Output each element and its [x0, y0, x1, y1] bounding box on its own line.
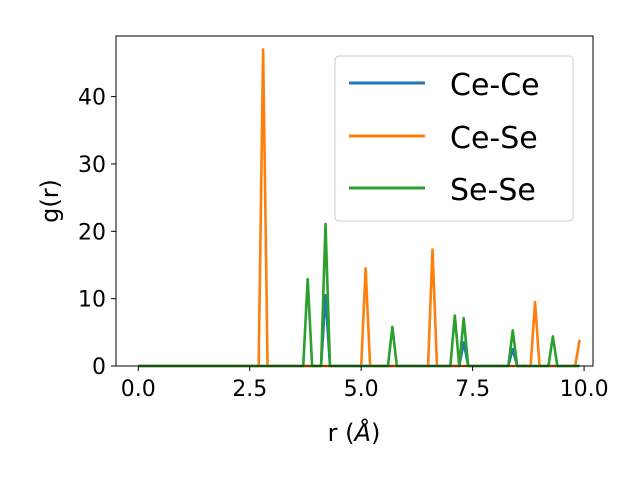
- y-axis-ticks: 0 10 20 30 40: [78, 86, 116, 380]
- series-line-se-se: [138, 222, 580, 368]
- plot-frame: [115, 35, 594, 367]
- y-tick-label: 40: [78, 86, 106, 111]
- y-tick-label: 30: [78, 153, 106, 178]
- series-line-ce-ce: [138, 293, 580, 368]
- x-axis-ticks: 0.0 2.5 5.0 7.5 10.0: [121, 366, 609, 402]
- legend-label-ce-ce: Ce-Ce: [450, 68, 540, 103]
- y-tick-label: 20: [78, 220, 106, 245]
- x-axis-label-main: r (: [328, 419, 355, 447]
- legend-box: [334, 55, 574, 222]
- x-tick-label: 2.5: [232, 377, 267, 402]
- legend-label-se-se: Se-Se: [450, 173, 536, 208]
- legend: Ce-Ce Ce-Se Se-Se: [334, 55, 574, 222]
- legend-label-ce-se: Ce-Se: [450, 121, 538, 156]
- y-tick-label: 0: [92, 355, 106, 380]
- x-axis-label: r (Å): [328, 418, 381, 447]
- x-tick-label: 10.0: [560, 377, 609, 402]
- x-axis-label-unit: Å: [353, 418, 371, 447]
- x-axis-label-close: ): [371, 419, 380, 447]
- y-tick-label: 10: [78, 288, 106, 313]
- x-tick-label: 0.0: [121, 377, 156, 402]
- x-tick-label: 7.5: [455, 377, 490, 402]
- y-axis-label: g(r): [36, 179, 64, 223]
- x-tick-label: 5.0: [344, 377, 379, 402]
